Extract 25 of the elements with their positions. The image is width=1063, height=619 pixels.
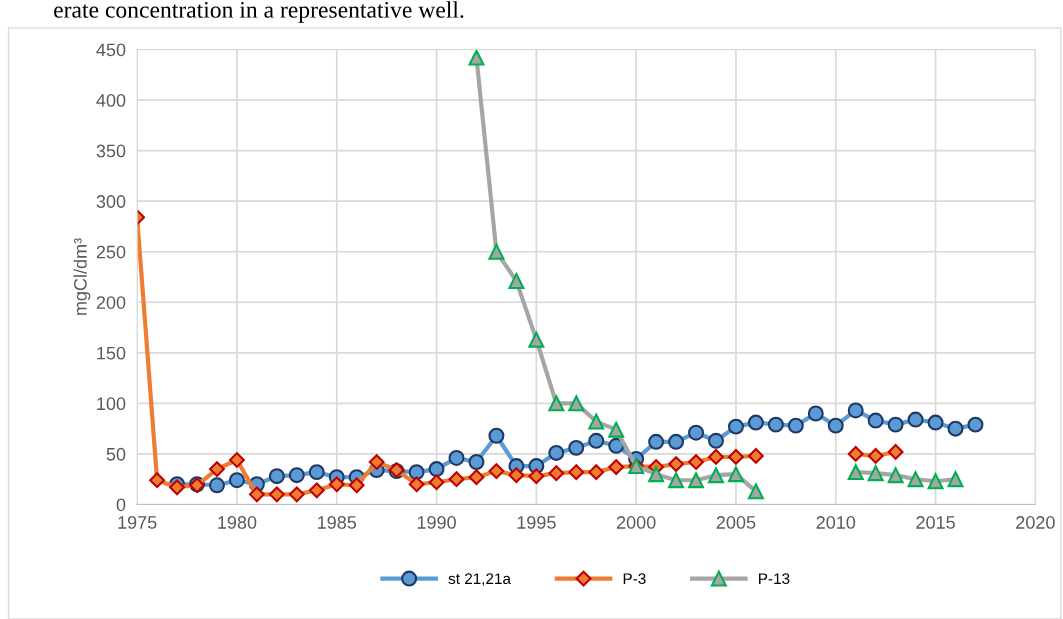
y-tick-label: 450 bbox=[96, 43, 126, 57]
x-tick-label: 1990 bbox=[417, 516, 456, 529]
y-tick-label: 150 bbox=[97, 346, 126, 360]
legend-label: st 21,21a bbox=[448, 573, 511, 586]
legend-label: P-13 bbox=[759, 573, 790, 585]
y-tick-label: 50 bbox=[106, 447, 126, 461]
x-tick-label: 1980 bbox=[218, 516, 257, 529]
x-tick-label: 2000 bbox=[616, 516, 656, 529]
y-tick-label: 250 bbox=[96, 245, 126, 259]
y-tick-label: 0 bbox=[116, 498, 126, 512]
legend-label: P-3 bbox=[623, 573, 646, 585]
x-tick-label: 2015 bbox=[916, 516, 955, 529]
text: erate concentration in a representative well. bbox=[54, 1, 464, 23]
x-tick-label: 1975 bbox=[118, 516, 157, 529]
y-tick-label: 200 bbox=[96, 296, 126, 309]
x-tick-label: 1985 bbox=[318, 516, 357, 529]
x-tick-label: 2020 bbox=[1016, 516, 1055, 529]
y-tick-label: 300 bbox=[96, 195, 126, 208]
x-tick-label: 2010 bbox=[816, 516, 856, 529]
x-tick-label: 2005 bbox=[716, 516, 756, 529]
y-tick-label: 350 bbox=[96, 144, 126, 158]
x-tick-label: 1995 bbox=[517, 516, 556, 529]
y-tick-label: 100 bbox=[97, 397, 126, 411]
y-tick-label: 400 bbox=[96, 94, 126, 107]
y-axis-title: mgCl/dm³ bbox=[73, 238, 91, 315]
